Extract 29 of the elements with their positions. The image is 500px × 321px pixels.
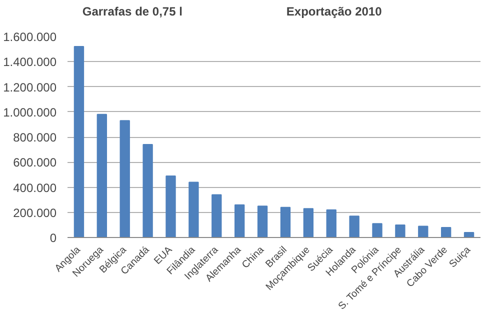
- bar: [212, 194, 222, 238]
- y-tick-label: 1.000.000: [3, 105, 57, 120]
- bar: [188, 182, 199, 238]
- bar: [440, 226, 452, 238]
- bar: [142, 144, 153, 238]
- bar: [120, 120, 130, 238]
- bar: [326, 209, 336, 238]
- y-tick-label: 200.000: [13, 206, 57, 220]
- chart-title: Exportação 2010: [286, 4, 382, 18]
- y-tick-label: 1.600.000: [3, 30, 57, 44]
- y-tick-label: 800.000: [13, 130, 57, 144]
- bar: [464, 232, 474, 238]
- y-tick-label: 1.200.000: [3, 80, 57, 94]
- y-axis-title: Garrafas de 0,75 l: [82, 4, 182, 18]
- bar: [234, 204, 245, 238]
- bar: [257, 206, 268, 238]
- bar: [166, 175, 176, 238]
- bar: [303, 208, 314, 238]
- bar: [280, 206, 291, 238]
- bar: [349, 216, 360, 238]
- bar: [418, 226, 428, 238]
- y-tick-label: 0: [50, 231, 57, 245]
- bar: [395, 224, 406, 238]
- bar: [372, 223, 382, 238]
- y-tick-label: 1.400.000: [3, 55, 57, 70]
- y-tick-label: 600.000: [13, 156, 57, 170]
- bar: [96, 114, 108, 238]
- bar: [74, 46, 84, 238]
- y-tick-label: 400.000: [13, 180, 57, 195]
